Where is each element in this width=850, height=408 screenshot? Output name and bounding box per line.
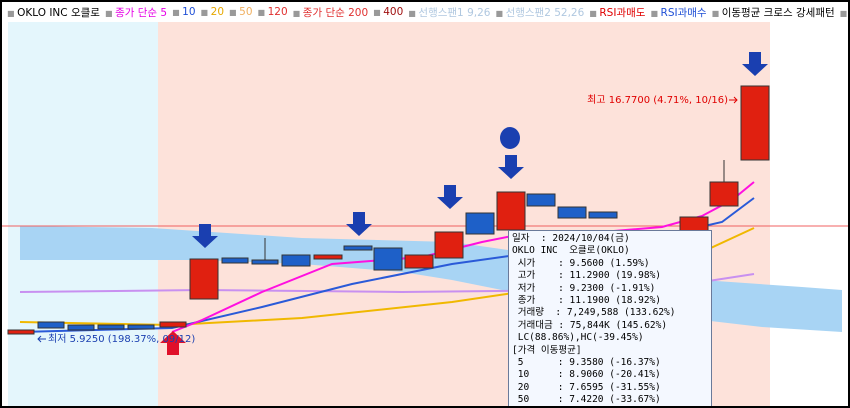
tooltip-value: : 7.4220 (-33.67%) <box>529 394 661 406</box>
candle <box>404 254 434 269</box>
candle <box>373 247 403 271</box>
tooltip-row: 저가 : 9.2300 (-1.91%) <box>512 283 708 295</box>
high-pointer <box>729 96 738 104</box>
legend-item[interactable]: RSI과매수 <box>650 5 707 20</box>
tooltip-label: 거래대금 <box>512 319 553 331</box>
legend-item[interactable]: 이동평균 크로스 강세패턴 <box>712 5 835 20</box>
legend-item[interactable]: 20 <box>201 6 224 18</box>
legend-item[interactable]: 종가 단순 200 <box>293 5 368 20</box>
low-label: 최저 5.9250 (198.37%, 09/12) <box>48 333 195 345</box>
tooltip-label: 5 <box>512 357 524 369</box>
candle <box>526 193 556 207</box>
tooltip-row: 거래대금 : 75,844K (145.62%) <box>512 320 708 332</box>
candle <box>37 321 65 329</box>
tooltip-label: [가격 이동평균] <box>512 344 582 356</box>
candle <box>127 324 155 330</box>
tooltip-value: : 11.1900 (18.92%) <box>535 295 662 307</box>
high-label: 최고 16.7700 (4.71%, 10/16) <box>587 94 728 106</box>
tooltip-row: OKLO INC 오클로(OKLO) <box>512 245 708 257</box>
candle <box>588 211 618 219</box>
candles <box>7 85 770 335</box>
tooltip-row: 거래량 : 7,249,588 (133.62%) <box>512 307 708 319</box>
signals <box>192 52 768 248</box>
candle <box>343 245 373 251</box>
legend-item[interactable]: 400 <box>373 6 403 18</box>
tooltip-value: : 9.3580 (-16.37%) <box>523 357 661 369</box>
tooltip-label: LC(88.86%),HC(-39.45%) <box>512 332 644 344</box>
candle <box>557 206 587 219</box>
down-arrow <box>346 212 372 236</box>
candle <box>709 181 739 207</box>
down-arrow <box>742 52 768 76</box>
tooltip-value: : 9.5600 (1.59%) <box>535 257 650 269</box>
candle <box>189 258 219 300</box>
candle <box>434 231 464 259</box>
tooltip-label: 20 <box>512 381 530 393</box>
legend-item[interactable]: 50 <box>229 6 252 18</box>
legend-item[interactable]: 10 <box>172 6 195 18</box>
tooltip-label: 고가 <box>512 270 536 282</box>
tooltip-value: : 9.2300 (-1.91%) <box>535 282 656 294</box>
legend-bar: OKLO INC 오클로 종가 단순 5 10 20 50 120 종가 단순 200 400… <box>2 2 848 22</box>
tooltip-label: OKLO INC 오클로(OKLO) <box>512 245 630 257</box>
signal-dot <box>500 127 520 149</box>
tooltip-label: 50 <box>512 394 530 406</box>
candle <box>97 324 125 330</box>
tooltip-label: 저가 <box>512 282 536 294</box>
tooltip-row: [가격 이동평균] <box>512 345 708 357</box>
legend-item[interactable]: OKLO INC 오클로 <box>7 5 100 20</box>
candle <box>740 85 770 161</box>
candle <box>67 324 95 331</box>
candle <box>313 254 343 260</box>
tooltip-row: 고가 : 11.2900 (19.98%) <box>512 270 708 282</box>
tooltip-value: : 2024/10/04(금) <box>529 233 630 244</box>
tooltip-row: LC(88.86%),HC(-39.45%) <box>512 332 708 344</box>
down-arrow <box>437 185 463 209</box>
candle <box>251 259 279 265</box>
candle <box>281 254 311 267</box>
tooltip-row: 20 : 7.6595 (-31.55%) <box>512 382 708 394</box>
tooltip-label: 종가 <box>512 295 536 307</box>
bg-zone <box>8 22 158 406</box>
legend-item[interactable]: 120 <box>258 6 288 18</box>
legend-item[interactable]: 종가 단순 5 <box>105 5 167 20</box>
tooltip-label: 10 <box>512 369 530 381</box>
tooltip-row: 종가 : 11.1900 (18.92%) <box>512 295 708 307</box>
low-pointer <box>37 335 46 343</box>
legend-item[interactable]: 선행스팬1 9,26 <box>408 5 490 20</box>
candle <box>465 212 495 235</box>
tooltip-row: 5 : 9.3580 (-16.37%) <box>512 357 708 369</box>
candle <box>159 321 187 328</box>
tooltip-value: : 75,844K (145.62%) <box>552 319 668 331</box>
tooltip-row: 10 : 8.9060 (-20.41%) <box>512 369 708 381</box>
tooltip-row: 일자 : 2024/10/04(금) <box>512 233 708 245</box>
tooltip-label: 일자 <box>512 233 530 244</box>
tooltip-value: : 7,249,588 (133.62%) <box>543 307 676 319</box>
legend-item[interactable]: 선행스팬2 52,26 <box>495 5 585 20</box>
up-arrow <box>160 331 186 355</box>
down-arrow <box>498 155 524 179</box>
tooltip-value: : 11.2900 (19.98%) <box>535 270 662 282</box>
tooltip-label: 시가 <box>512 257 536 269</box>
legend-item[interactable]: 약세패턴 <box>840 5 848 20</box>
tooltip-row: 50 : 7.4220 (-33.67%) <box>512 394 708 406</box>
tooltip-label: 거래량 <box>512 307 544 319</box>
tooltip: 일자 : 2024/10/04(금) OKLO INC 오클로(OKLO) 시가 … <box>508 230 712 406</box>
tooltip-value: : 8.9060 (-20.41%) <box>529 369 661 381</box>
legend-item[interactable]: RSI과매도 <box>589 5 645 20</box>
candle <box>496 191 526 231</box>
down-arrow <box>192 224 218 248</box>
candle <box>7 329 35 335</box>
ma-line <box>171 181 755 333</box>
tooltip-row: 시가 : 9.5600 (1.59%) <box>512 258 708 270</box>
candle <box>221 257 249 264</box>
tooltip-value: : 7.6595 (-31.55%) <box>529 381 661 393</box>
